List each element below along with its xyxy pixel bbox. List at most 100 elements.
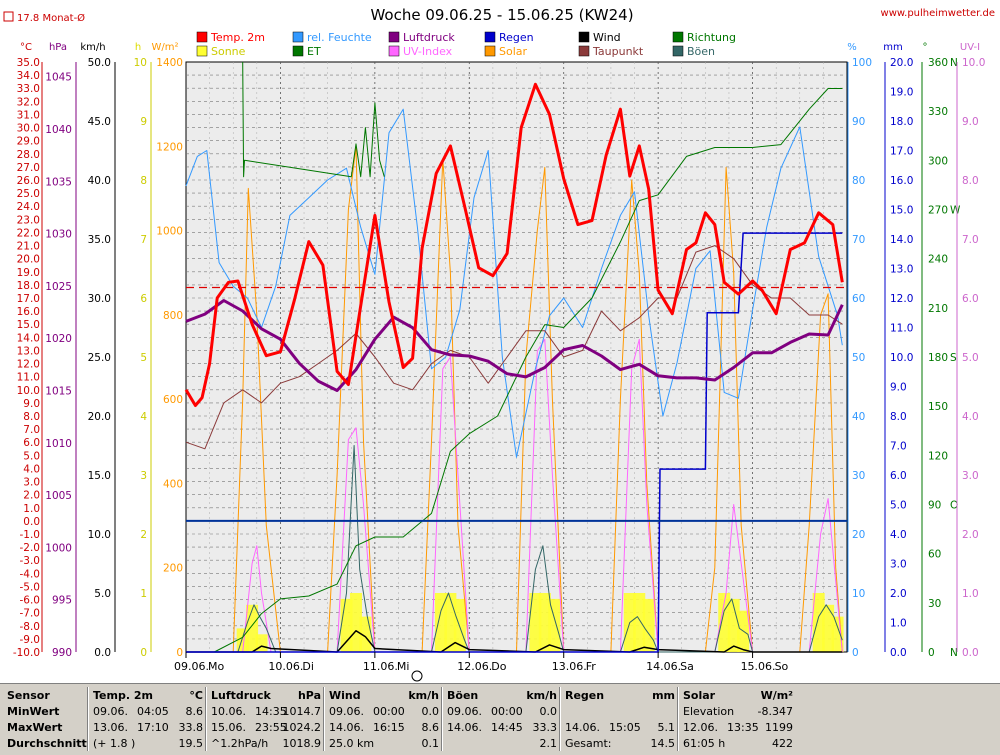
- series-rel-feuchte: [185, 108, 843, 458]
- tick-label-pressure: 1045: [45, 72, 72, 84]
- sun-bar: [359, 616, 372, 652]
- tick-label-rain: 3.0: [890, 559, 907, 571]
- tick-label-uv: 2.0: [962, 529, 979, 541]
- sun-bar: [434, 593, 447, 652]
- tick-label-temp: 27.0: [17, 162, 40, 174]
- tick-label-rain: 15.0: [890, 205, 913, 217]
- stats-cell-value: 8.6: [421, 721, 440, 734]
- stats-cell-value: 33.8: [178, 721, 204, 734]
- stats-block-title: Wind: [329, 689, 361, 702]
- stats-cell-date: 09.06.: [93, 705, 128, 718]
- tick-label-wind: 0.0: [94, 647, 111, 659]
- stats-cell-date: 09.06.: [447, 705, 482, 718]
- tick-label-temp: 15.0: [17, 319, 40, 331]
- stats-cell-date: 61:05 h: [683, 737, 726, 750]
- tick-label-temp: 11.0: [17, 372, 40, 384]
- stats-cell-date: ^1.2hPa/h: [211, 737, 269, 750]
- tick-label-humidity: 30: [852, 470, 865, 482]
- tick-label-wind: 20.0: [88, 411, 111, 423]
- legend-swatch: [388, 45, 400, 57]
- stats-cell-date: 15.06.: [211, 721, 246, 734]
- tick-label-temp: 22.0: [17, 227, 40, 239]
- tick-label-temp: -9.0: [20, 634, 41, 646]
- tick-label-sun: 10: [134, 57, 147, 69]
- stats-row: 12.06. 13:35 1199: [683, 720, 793, 736]
- tick-label-temp: 28.0: [17, 149, 40, 161]
- tick-label-temp: -6.0: [20, 595, 41, 607]
- tick-label-direction: 60: [928, 549, 941, 561]
- stats-cell-value: 33.3: [532, 721, 558, 734]
- tick-label-temp: 0.0: [23, 516, 40, 528]
- tick-label-temp: 12.0: [17, 359, 40, 371]
- legend-label: Luftdruck: [403, 31, 455, 44]
- legend-label: Sonne: [211, 45, 246, 58]
- stats-cell-value: 0.1: [421, 737, 440, 750]
- legend-label: Taupunkt: [592, 45, 644, 58]
- tick-label-uv: 0.0: [962, 647, 979, 659]
- stats-block-header: Luftdruck hPa: [211, 688, 321, 704]
- tick-label-solar: 200: [163, 563, 183, 575]
- stats-cell-time: 14:45: [491, 721, 523, 734]
- x-tick-weekday: Mi: [397, 660, 410, 673]
- tick-label-wind: 25.0: [88, 352, 111, 364]
- legend: Temp. 2m rel. Feuchte Luftdruck Regen Wind Ri…: [196, 31, 736, 58]
- tick-label-temp: 16.0: [17, 306, 40, 318]
- tick-label-temp: 23.0: [17, 214, 40, 226]
- tick-label-sun: 2: [140, 529, 147, 541]
- tick-label-rain: 9.0: [890, 382, 907, 394]
- stats-cell-time: 00:00: [491, 705, 523, 718]
- stats-row: (+ 1.8 ) 19.5: [93, 736, 203, 752]
- tick-label-temp: 32.0: [17, 96, 40, 108]
- tick-label-solar: 400: [163, 478, 183, 490]
- scroll-handle-icon[interactable]: [411, 670, 423, 682]
- tick-label-humidity: 90: [852, 116, 865, 128]
- unit-humidity: %: [847, 42, 857, 53]
- stats-block-header: Temp. 2m °C: [93, 688, 203, 704]
- tick-label-temp: 20.0: [17, 254, 40, 266]
- tick-label-pressure: 1010: [45, 438, 72, 450]
- tick-label-temp: 10.0: [17, 385, 40, 397]
- sun-bar: [453, 598, 466, 652]
- sun-bar: [727, 598, 740, 652]
- stats-row: Gesamt: 14.5: [565, 736, 675, 752]
- legend-label: UV-Index: [403, 45, 453, 58]
- tick-label-solar: 1400: [156, 57, 183, 69]
- x-tick-date: 10.06.: [268, 660, 303, 673]
- row-label-avg: Durchschnitt: [7, 737, 87, 750]
- tick-label-direction: 360: [928, 57, 948, 69]
- tick-label-temp: 9.0: [23, 398, 40, 410]
- stats-block-unit: mm: [652, 689, 675, 702]
- stats-cell-time: 15:05: [609, 721, 641, 734]
- unit-solar: W/m²: [151, 42, 178, 53]
- stats-cell-value: 1014.7: [282, 705, 322, 718]
- stats-row-labels: Sensor MinWert MaxWert Durchschnitt: [7, 688, 87, 752]
- x-tick-date: 14.06.: [646, 660, 681, 673]
- x-tick-weekday: Mo: [208, 660, 224, 673]
- legend-swatch: [578, 31, 590, 43]
- tick-label-wind: 10.0: [88, 529, 111, 541]
- axes: 35.034.033.032.031.030.029.028.027.026.0…: [13, 57, 986, 659]
- series-regen: [186, 232, 843, 653]
- tick-label-humidity: 0: [852, 647, 859, 659]
- tick-label-solar: 1200: [156, 141, 183, 153]
- x-tick-date: 13.06.: [552, 660, 587, 673]
- tick-label-humidity: 20: [852, 529, 865, 541]
- tick-label-rain: 10.0: [890, 352, 913, 364]
- tick-label-direction: 30: [928, 598, 941, 610]
- tick-label-uv: 7.0: [962, 234, 979, 246]
- tick-label-solar: 0: [176, 647, 183, 659]
- tick-label-pressure: 1030: [45, 229, 72, 241]
- tick-label-wind: 5.0: [94, 588, 111, 600]
- stats-cell-date: 10.06.: [211, 705, 246, 718]
- tick-label-rain: 12.0: [890, 293, 913, 305]
- stats-cell-date: 25.0 km: [329, 737, 375, 750]
- tick-label-pressure: 995: [52, 595, 72, 607]
- stats-block-unit: km/h: [526, 689, 557, 702]
- tick-label-rain: 16.0: [890, 175, 913, 187]
- tick-label-wind: 40.0: [88, 175, 111, 187]
- tick-label-rain: 0.0: [890, 647, 907, 659]
- tick-label-rain: 13.0: [890, 264, 913, 276]
- tick-label-rain: 5.0: [890, 500, 907, 512]
- stats-block-1: Luftdruck hPa 10.06. 14:35 1014.7 15.06. 23:55…: [211, 688, 321, 752]
- stats-block-header: Böen km/h: [447, 688, 557, 704]
